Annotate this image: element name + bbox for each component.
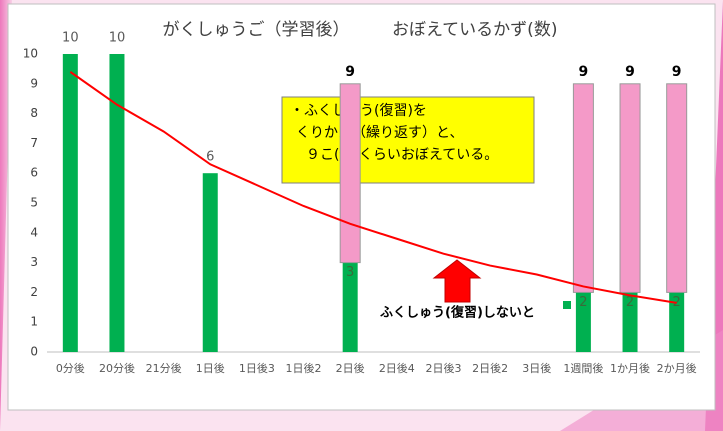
note-line: ９こ(個)くらいおぼえている。 — [306, 147, 498, 163]
x-tick-label: 2日後 — [336, 361, 365, 375]
arrow — [432, 259, 482, 303]
x-tick-label: 2日後3 — [425, 361, 461, 375]
chart-title: がくしゅうご（学習後） おぼえているかず(数) — [163, 20, 558, 40]
value-label: 10 — [62, 31, 79, 46]
bar — [342, 262, 358, 352]
y-tick-label: 7 — [30, 136, 38, 150]
total-label: 9 — [625, 64, 635, 80]
x-tick-label: 0分後 — [56, 361, 85, 375]
value-label: 2 — [626, 295, 634, 310]
bar — [202, 173, 218, 352]
y-tick-label: 2 — [30, 285, 38, 299]
x-tick-label: 1週間後 — [563, 361, 603, 375]
bar — [109, 54, 125, 352]
bar — [339, 83, 361, 264]
y-tick-label: 9 — [30, 76, 38, 90]
x-tick-label: 1日後 — [196, 361, 225, 375]
bar — [669, 292, 685, 352]
y-tick-label: 5 — [30, 196, 38, 210]
chart-area — [7, 3, 716, 411]
total-label: 9 — [345, 64, 355, 80]
y-tick-label: 4 — [30, 225, 38, 239]
x-tick-label: 2か月後 — [657, 361, 697, 375]
x-tick-label: 1か月後 — [610, 361, 650, 375]
note-line: くりかえ（繰り返す）と、 — [296, 125, 463, 141]
y-tick-label: 1 — [30, 315, 38, 329]
legend-swatch — [563, 301, 571, 309]
legend-label: ふくしゅう(復習)しないと — [380, 305, 535, 321]
bar — [575, 292, 591, 352]
total-label: 9 — [672, 64, 682, 80]
value-label: 10 — [109, 31, 126, 46]
y-tick-label: 0 — [30, 345, 38, 359]
x-tick-label: 20分後 — [99, 361, 135, 375]
value-label: 3 — [346, 265, 354, 280]
bar — [572, 83, 594, 293]
x-tick-label: 2日後2 — [472, 361, 508, 375]
value-label: 2 — [579, 295, 587, 310]
y-tick-label: 8 — [30, 106, 38, 120]
trend-line — [69, 71, 677, 304]
x-tick-label: 1日後2 — [286, 361, 322, 375]
note-box — [281, 96, 535, 184]
bar — [622, 292, 638, 352]
bar — [666, 83, 688, 293]
x-tick-label: 21分後 — [146, 361, 182, 375]
bar — [619, 83, 641, 293]
bar — [62, 54, 78, 352]
total-label: 9 — [579, 64, 589, 80]
x-tick-label: 1日後3 — [239, 361, 275, 375]
value-label: 6 — [206, 150, 214, 165]
y-tick-label: 10 — [23, 47, 38, 61]
y-tick-label: 6 — [30, 166, 38, 180]
x-tick-label: 3日後 — [522, 361, 551, 375]
x-tick-label: 2日後4 — [379, 361, 415, 375]
y-tick-label: 3 — [30, 255, 38, 269]
